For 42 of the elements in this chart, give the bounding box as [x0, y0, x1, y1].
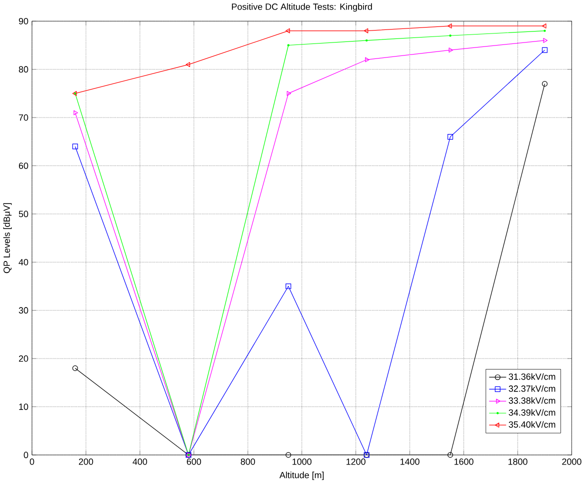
x-axis-title: Altitude [m] [279, 472, 324, 480]
x-tick-label: 400 [132, 458, 148, 465]
point [286, 28, 290, 34]
x-tick-label: 200 [78, 458, 94, 465]
y-tick-label: 80 [18, 66, 28, 72]
legend-label: 31.36kV/cm [508, 373, 556, 380]
x-tick-label: 1000 [292, 458, 312, 465]
y-tick-label: 50 [18, 210, 28, 217]
point [447, 134, 454, 140]
legend-label: 34.39kV/cm [508, 408, 556, 416]
point [448, 47, 454, 52]
point [364, 28, 368, 34]
point [286, 90, 292, 96]
x-tick-label: 1400 [400, 458, 420, 465]
point [542, 47, 548, 53]
x-tick-label: 1200 [346, 458, 366, 465]
y-tick-label: 10 [19, 403, 28, 410]
x-tick-label: 1800 [508, 458, 528, 465]
x-tick-label: 600 [186, 458, 202, 465]
y-tick-label: 0 [24, 452, 28, 458]
y-tick-label: 40 [18, 258, 28, 266]
y-tick-label: 30 [18, 307, 28, 314]
point [72, 144, 78, 150]
point [286, 452, 292, 458]
chart-title: Positive DC Altitude Tests: Kingbird [232, 3, 372, 12]
point [447, 452, 454, 458]
legend-label: 35.40kV/cm [508, 420, 556, 428]
point [365, 57, 370, 62]
x-tick-label: 2000 [562, 458, 582, 465]
point [186, 62, 190, 67]
x-tick-label: 0 [30, 458, 34, 465]
legend-label: 32.37kV/cm [508, 385, 556, 392]
point [447, 23, 452, 28]
x-tick-label: 1600 [454, 458, 474, 465]
x-tick-label: 800 [240, 458, 256, 465]
y-axis-title: QP Levels [dBμV] [3, 203, 12, 273]
y-tick-label: 60 [18, 162, 28, 169]
y-tick-label: 70 [18, 114, 28, 121]
y-tick-label: 90 [18, 18, 28, 24]
point [286, 283, 292, 289]
legend-label: 33.38kV/cm [508, 397, 556, 404]
y-tick-label: 20 [18, 355, 28, 362]
